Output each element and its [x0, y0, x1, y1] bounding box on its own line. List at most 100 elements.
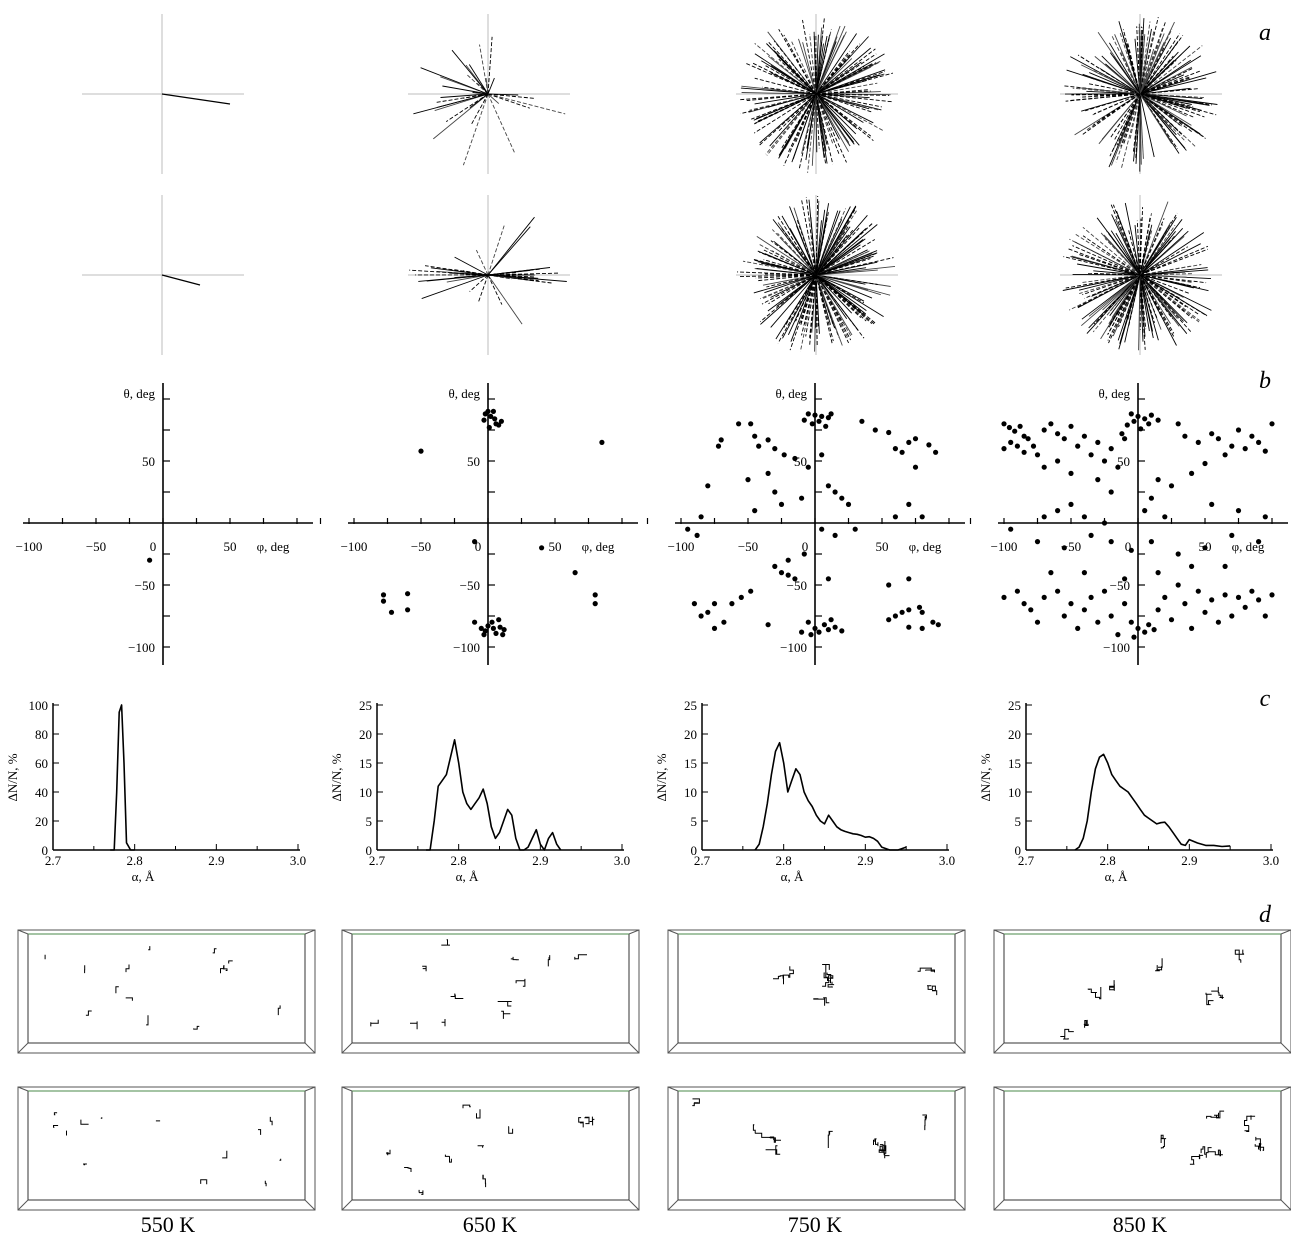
rosette-ray [756, 236, 817, 276]
rosette-ray [768, 55, 817, 95]
rosette-ray [1139, 274, 1207, 284]
box-edge [954, 1042, 966, 1054]
box-edge [628, 1086, 640, 1092]
rosette-ray [1139, 218, 1142, 276]
rosette-ray [1089, 72, 1141, 95]
rosette-ray [1115, 232, 1141, 276]
rosette-ray [805, 274, 817, 337]
y-tick-label: 100 [29, 698, 49, 713]
temperature-label-750: 750 K [788, 1212, 843, 1237]
box-edge [993, 1199, 1005, 1211]
rosette-ray [755, 274, 817, 279]
data-point [698, 514, 704, 520]
trajectory-path [223, 966, 228, 971]
x-tick-label: 50 [876, 539, 889, 554]
rosette-ray [462, 93, 489, 166]
rosette-ray [739, 93, 817, 101]
rosette-ray [815, 93, 874, 124]
rosette-ray [1139, 274, 1200, 323]
data-point [1115, 464, 1121, 470]
rosette-ray [161, 93, 231, 105]
trajectory-path [826, 972, 834, 984]
data-point [1028, 607, 1034, 613]
rosette-ray [1098, 93, 1141, 145]
trajectory-path [1160, 1134, 1167, 1149]
trajectory-box-0-3 [993, 929, 1291, 1054]
rosette-ray [801, 274, 817, 336]
rosette-ray [815, 36, 828, 95]
rosette-ray [1139, 232, 1205, 276]
rosette-ray [781, 93, 817, 149]
rosette-ray [1139, 274, 1209, 292]
trajectory-path [1211, 986, 1224, 999]
trajectory-path [547, 955, 551, 967]
rosette-ray [487, 93, 535, 99]
rosette-ray [800, 274, 817, 324]
trajectory-path [508, 1126, 514, 1134]
x-tick-label: 2.8 [776, 853, 792, 868]
trajectory-path [370, 1019, 379, 1027]
rosette-ray [1139, 93, 1203, 100]
data-point [694, 532, 700, 539]
rosette-ray [1092, 274, 1141, 333]
data-point [1128, 411, 1134, 417]
rosette-ray [783, 93, 817, 166]
rosette-ray [802, 19, 817, 95]
data-point [1012, 428, 1018, 434]
data-point [819, 452, 825, 458]
rosette-ray [1135, 93, 1141, 164]
rosette-ray [487, 93, 566, 115]
data-point [1148, 539, 1154, 545]
rosette-ray [487, 77, 495, 95]
data-point [816, 418, 822, 424]
rosette-ray [445, 93, 489, 122]
rosette-ray [815, 54, 849, 95]
rosette-ray [815, 93, 847, 163]
trajectory-path [692, 1098, 700, 1107]
rosette-ray [783, 274, 817, 328]
rosette-ray [798, 38, 817, 95]
x-tick-label: 2.9 [532, 853, 548, 868]
data-point [839, 628, 845, 634]
rosette-ray [454, 256, 489, 276]
data-point [488, 413, 494, 419]
data-point [1119, 431, 1125, 437]
box-edge [341, 1042, 353, 1054]
data-point [478, 625, 484, 632]
x-tick-label: 0 [475, 539, 482, 554]
data-point [752, 433, 758, 439]
trajectory-path [578, 1117, 584, 1128]
rosette-ray [487, 274, 567, 282]
data-point [778, 501, 785, 507]
data-point [1122, 576, 1128, 582]
data-point [825, 415, 832, 421]
data-point [765, 470, 771, 476]
data-point [1095, 477, 1101, 483]
data-point [1088, 452, 1094, 458]
box-edge [993, 1042, 1005, 1054]
distribution-plot-3: 2.7 2.8 2.9 3.0 0 5 10 15 20 25 α, Å ΔN/N, % [978, 698, 1279, 884]
trajectory-path [200, 1179, 207, 1184]
rosette-ray [1139, 217, 1151, 276]
trajectory-path [769, 1136, 781, 1143]
rosette-0-0 [82, 14, 244, 174]
rosette-ray [1139, 37, 1171, 95]
trajectory-path [822, 964, 830, 978]
trajectory-path [1060, 1028, 1074, 1040]
data-point [1148, 412, 1154, 418]
data-point [765, 437, 771, 443]
rosette-ray [1116, 93, 1141, 146]
box-edge [304, 1086, 316, 1092]
data-point [1168, 483, 1175, 489]
data-point [490, 408, 496, 414]
trajectory-path [1155, 958, 1163, 972]
rosette-ray [1139, 93, 1192, 132]
data-point [1068, 501, 1074, 507]
data-point [1151, 627, 1157, 633]
data-point [1155, 477, 1161, 483]
rosette-ray [766, 43, 817, 95]
rosette-ray [815, 274, 867, 311]
data-point [1041, 594, 1047, 601]
trajectory-path [501, 1010, 511, 1019]
temperature-label-650: 650 K [463, 1212, 518, 1237]
